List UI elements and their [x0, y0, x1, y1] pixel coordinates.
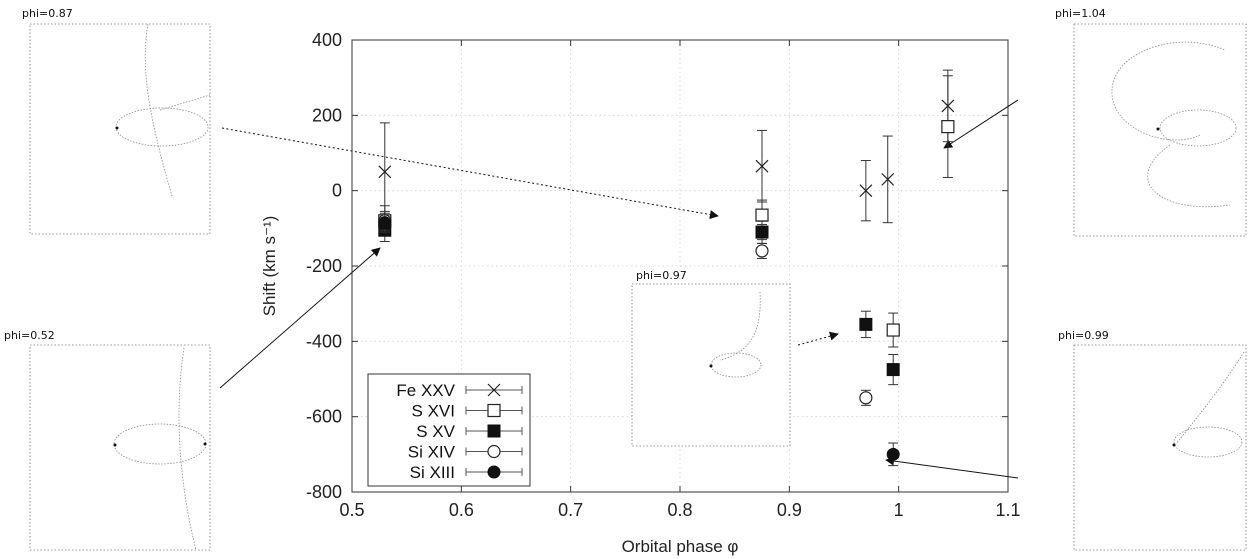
legend-label: S XV [416, 422, 455, 441]
stream-curve [144, 23, 211, 197]
orbit-ellipse [1159, 109, 1237, 147]
legend-marker [487, 465, 501, 479]
y-tick-label: 0 [332, 181, 342, 201]
data-point [755, 208, 769, 222]
stream-curve [178, 347, 197, 551]
star-dot [709, 364, 713, 368]
arrow-phi-099 [885, 456, 1019, 479]
arrow-phi-052 [219, 247, 381, 389]
data-point [755, 244, 769, 258]
x-tick-label: 1.1 [995, 500, 1020, 520]
data-point [886, 447, 900, 461]
inset-label-phi-087: phi=0.87 [22, 7, 73, 20]
grid-lines [352, 40, 1008, 492]
inset-phi-097: phi=0.97 [631, 269, 791, 447]
y-tick-label: 400 [312, 30, 342, 50]
data-point [859, 184, 873, 198]
x-axis-label: Orbital phase φ [622, 537, 739, 556]
inset-phi-104: phi=1.04 [1055, 7, 1247, 237]
x-tick-label: 1 [894, 500, 904, 520]
data-point [755, 225, 769, 239]
x-tick-label: 0.8 [667, 500, 692, 520]
legend-marker [487, 403, 501, 418]
star-dot [115, 126, 119, 130]
legend-marker [487, 383, 501, 397]
spiral-curve [1111, 41, 1231, 208]
orbit-ellipse [710, 352, 762, 378]
star-dot [113, 443, 117, 447]
y-tick-label: -400 [306, 331, 342, 351]
y-axis-label: Shift (km s⁻¹) [260, 216, 279, 317]
data-point [881, 172, 895, 186]
orbit-ellipse [1173, 426, 1243, 458]
data-point [755, 159, 769, 173]
y-axis-ticks: 400 200 0 -200 -400 -600 -800 [306, 30, 1008, 502]
data-point [859, 317, 873, 331]
star-dot [1156, 127, 1160, 131]
data-point [941, 120, 955, 134]
legend-label: S XVI [412, 402, 455, 421]
legend-label: Si XIV [408, 443, 456, 462]
data-point [378, 216, 392, 230]
inset-phi-052: phi=0.52 [4, 329, 211, 551]
arrow-phi-087 [221, 127, 719, 220]
x-tick-label: 0.9 [777, 500, 802, 520]
star-dot [203, 442, 207, 446]
inset-label-phi-052: phi=0.52 [4, 329, 55, 342]
inset-phi-087: phi=0.87 [22, 7, 211, 235]
data-point [378, 165, 392, 179]
stream-curve [719, 291, 761, 361]
x-tick-label: 0.6 [449, 500, 474, 520]
x-axis-ticks: 0.5 0.6 0.7 0.8 0.9 1 1.1 [339, 40, 1021, 520]
y-tick-label: -600 [306, 407, 342, 427]
y-tick-label: -200 [306, 256, 342, 276]
x-tick-label: 0.5 [339, 500, 364, 520]
inset-label-phi-097: phi=0.97 [636, 269, 687, 282]
data-marks [378, 69, 955, 467]
legend-box [367, 373, 531, 487]
x-tick-label: 0.7 [558, 500, 583, 520]
y-tick-label: 200 [312, 105, 342, 125]
data-point [886, 323, 900, 337]
arrow-phi-104 [943, 99, 1019, 149]
star-dot [1172, 443, 1176, 447]
data-point [859, 391, 873, 405]
pointer-arrows [219, 99, 1019, 479]
inset-label-phi-099: phi=0.99 [1058, 329, 1109, 342]
inset-phi-099: phi=0.99 [1058, 329, 1247, 551]
legend-marker [487, 444, 501, 459]
data-point [886, 363, 900, 377]
y-tick-label: -800 [306, 482, 342, 502]
legend-label: Si XIII [410, 463, 455, 482]
legend-marker [487, 424, 501, 438]
legend-label: Fe XXV [396, 381, 455, 400]
inset-label-phi-104: phi=1.04 [1055, 7, 1106, 20]
series-si-xiii [378, 212, 900, 467]
